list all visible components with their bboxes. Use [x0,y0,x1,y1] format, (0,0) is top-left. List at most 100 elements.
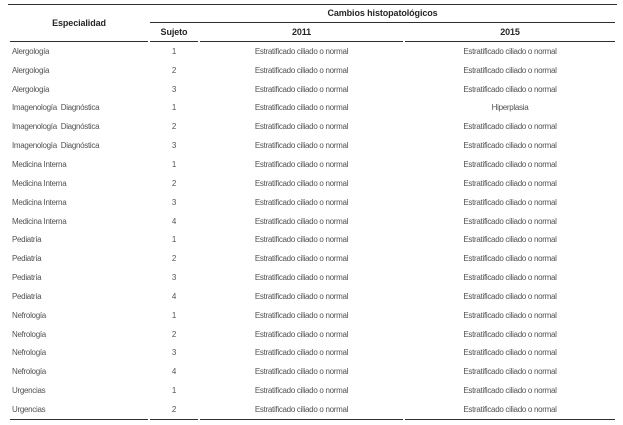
cell-2015: Estratificado ciliado o normal [463,367,557,377]
cell-sujeto: 2 [171,254,177,264]
table-row: Imagenología Diagnóstica 1 Estratificado c… [10,99,615,118]
table-row: Alergología 1 Estratificado ciliado o norm… [10,42,615,61]
cell-2015: Estratificado ciliado o normal [463,46,557,56]
cell-sujeto: 1 [171,46,177,56]
cell-2015: Estratificado ciliado o normal [463,122,557,132]
cell-2011: Estratificado ciliado o normal [254,141,349,151]
header-cambios-histopatologicos: Cambios histopatológicos [150,5,616,23]
histopathology-table: Especialidad Cambios histopatológicos Su… [8,3,618,420]
cell-2015: Estratificado ciliado o normal [463,386,557,396]
header-sujeto: Sujeto [150,23,198,42]
cell-sujeto: 1 [171,310,177,320]
table-row: Nefrología 3 Estratificado ciliado o norma… [10,344,615,363]
cell-2015: Estratificado ciliado o normal [463,216,557,226]
cell-especialidad: Urgencias [10,400,148,420]
table-row: Pediatría 3 Estratificado ciliado o normal… [10,268,615,287]
cell-sujeto: 1 [171,386,177,396]
cell-2011: Estratificado ciliado o normal [254,329,349,339]
cell-2011: Estratificado ciliado o normal [254,159,349,169]
cell-sujeto: 2 [171,178,177,188]
cell-2011: Estratificado ciliado o normal [254,310,349,320]
cell-2011: Estratificado ciliado o normal [254,103,349,113]
table-row: Pediatría 2 Estratificado ciliado o normal… [10,249,615,268]
cell-2011: Estratificado ciliado o normal [200,400,403,420]
cell-2011: Estratificado ciliado o normal [254,65,349,75]
cell-2015: Estratificado ciliado o normal [463,65,557,75]
cell-2011: Estratificado ciliado o normal [254,367,349,377]
header-2015: 2015 [405,23,616,42]
table-row: Imagenología Diagnóstica 3 Estratificado c… [10,136,615,155]
table-row: Alergología 3 Estratificado ciliado o norm… [10,80,615,99]
cell-2015: Hiperplasia [491,103,529,113]
cell-sujeto: 3 [171,348,177,358]
cell-2011: Estratificado ciliado o normal [254,178,349,188]
cell-2015: Estratificado ciliado o normal [463,159,557,169]
table-row: Pediatría 1 Estratificado ciliado o normal… [10,230,615,249]
table-row: Nefrología 2 Estratificado ciliado o norma… [10,325,615,344]
cell-2011: Estratificado ciliado o normal [254,235,349,245]
cell-especialidad: Urgencias [12,386,46,396]
cell-especialidad: Medicina Interna [12,178,67,188]
cell-especialidad: Alergología [12,65,50,75]
table-row: Nefrología 1 Estratificado ciliado o norma… [10,306,615,325]
cell-especialidad: Imagenología Diagnóstica [12,141,100,151]
cell-2011: Estratificado ciliado o normal [254,46,349,56]
cell-2011: Estratificado ciliado o normal [254,216,349,226]
cell-especialidad: Pediatría [12,235,42,245]
cell-especialidad: Alergología [12,46,50,56]
cell-sujeto: 2 [171,65,177,75]
cell-sujeto: 2 [171,122,177,132]
cell-2015: Estratificado ciliado o normal [463,197,557,207]
cell-especialidad: Pediatría [12,273,42,283]
cell-sujeto: 2 [150,400,198,420]
table-row: Imagenología Diagnóstica 2 Estratificado c… [10,117,615,136]
cell-especialidad: Nefrología [12,367,46,377]
table-row: Medicina Interna 3 Estratificado ciliado o… [10,193,615,212]
cell-especialidad: Pediatría [12,254,42,264]
cell-2015: Estratificado ciliado o normal [405,400,616,420]
table-header: Especialidad Cambios histopatológicos Su… [10,5,616,42]
table-row: Urgencias 1 Estratificado ciliado o normal… [10,381,615,400]
cell-especialidad: Pediatría [12,291,42,301]
cell-2011: Estratificado ciliado o normal [254,84,349,94]
cell-2011: Estratificado ciliado o normal [254,273,349,283]
cell-especialidad: Imagenología Diagnóstica [12,103,100,113]
header-row-group: Especialidad Cambios histopatológicos [10,5,616,42]
table-row: Pediatría 4 Estratificado ciliado o normal… [10,287,615,306]
cell-especialidad: Medicina Interna [12,216,67,226]
table-row: Urgencias 2 Estratificado ciliado o normal… [10,400,616,420]
cell-2015: Estratificado ciliado o normal [463,178,557,188]
cell-2011: Estratificado ciliado o normal [254,386,349,396]
cell-sujeto: 3 [171,273,177,283]
cell-2015: Estratificado ciliado o normal [463,348,557,358]
cell-especialidad: Nefrología [12,310,46,320]
cell-2015: Estratificado ciliado o normal [463,84,557,94]
cell-sujeto: 4 [171,216,177,226]
cell-sujeto: 2 [171,329,177,339]
cell-especialidad: Nefrología [12,348,46,358]
cell-2011: Estratificado ciliado o normal [254,348,349,358]
cell-2015: Estratificado ciliado o normal [463,273,557,283]
table-row: Medicina Interna 1 Estratificado ciliado o… [10,155,615,174]
cell-2011: Estratificado ciliado o normal [254,291,349,301]
cell-sujeto: 3 [171,197,177,207]
header-2011: 2011 [200,23,403,42]
cell-2015: Estratificado ciliado o normal [463,254,557,264]
cell-2015: Estratificado ciliado o normal [463,141,557,151]
cell-2015: Estratificado ciliado o normal [463,235,557,245]
cell-sujeto: 4 [171,367,177,377]
cell-especialidad: Alergología [12,84,50,94]
cell-sujeto: 1 [171,235,177,245]
cell-sujeto: 3 [171,84,177,94]
cell-2015: Estratificado ciliado o normal [463,329,557,339]
cell-especialidad: Medicina Interna [12,197,67,207]
table-row: Medicina Interna 4 Estratificado ciliado o… [10,212,615,231]
cell-2011: Estratificado ciliado o normal [254,197,349,207]
cell-sujeto: 4 [171,291,177,301]
cell-2015: Estratificado ciliado o normal [463,291,557,301]
cell-2011: Estratificado ciliado o normal [254,254,349,264]
cell-sujeto: 3 [171,141,177,151]
cell-especialidad: Imagenología Diagnóstica [12,122,100,132]
table-body: Alergología 1 Estratificado ciliado o norm… [10,42,616,420]
